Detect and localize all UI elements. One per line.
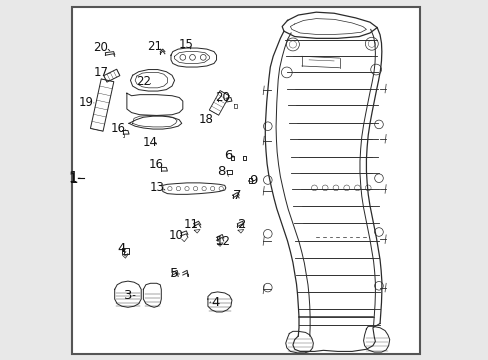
Text: 4: 4 bbox=[118, 242, 126, 255]
Text: 13: 13 bbox=[149, 181, 164, 194]
Text: 16: 16 bbox=[111, 122, 125, 135]
Text: 17: 17 bbox=[93, 66, 108, 79]
Text: 21: 21 bbox=[146, 40, 162, 53]
Text: 1: 1 bbox=[68, 171, 78, 186]
Text: 15: 15 bbox=[179, 38, 193, 51]
Text: 11: 11 bbox=[183, 218, 198, 231]
Text: 9: 9 bbox=[249, 174, 257, 187]
Text: 14: 14 bbox=[143, 136, 158, 149]
Text: 20: 20 bbox=[214, 91, 229, 104]
Text: 12: 12 bbox=[215, 235, 230, 248]
FancyBboxPatch shape bbox=[72, 7, 419, 354]
Text: 1: 1 bbox=[69, 172, 77, 185]
Text: 22: 22 bbox=[136, 75, 151, 88]
Text: 19: 19 bbox=[79, 96, 93, 109]
Text: 7: 7 bbox=[233, 189, 241, 202]
Text: 5: 5 bbox=[170, 267, 179, 280]
Text: 18: 18 bbox=[198, 113, 213, 126]
Text: 6: 6 bbox=[224, 149, 232, 162]
Text: 10: 10 bbox=[168, 229, 183, 242]
Text: 2: 2 bbox=[238, 218, 246, 231]
Text: 16: 16 bbox=[149, 158, 164, 171]
Text: 4: 4 bbox=[210, 296, 219, 309]
Text: 3: 3 bbox=[123, 289, 132, 302]
Text: 20: 20 bbox=[93, 41, 108, 54]
Text: 8: 8 bbox=[217, 165, 225, 177]
